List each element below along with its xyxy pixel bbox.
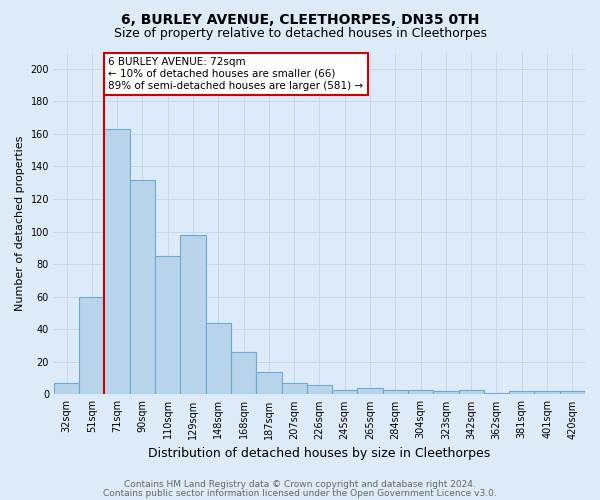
Bar [256,372,281,394]
Bar [54,383,79,394]
Bar [206,323,231,394]
Text: Contains HM Land Registry data © Crown copyright and database right 2024.: Contains HM Land Registry data © Crown c… [124,480,476,489]
Bar [484,393,509,394]
Bar [281,383,307,394]
Bar [433,391,458,394]
Bar [104,129,130,394]
Text: Size of property relative to detached houses in Cleethorpes: Size of property relative to detached ho… [113,28,487,40]
Bar [560,391,585,394]
Bar [231,352,256,395]
Bar [509,391,535,394]
Bar [181,235,206,394]
Bar [383,390,408,394]
Text: Contains public sector information licensed under the Open Government Licence v3: Contains public sector information licen… [103,488,497,498]
Text: 6 BURLEY AVENUE: 72sqm
← 10% of detached houses are smaller (66)
89% of semi-det: 6 BURLEY AVENUE: 72sqm ← 10% of detached… [108,58,364,90]
Bar [358,388,383,394]
Bar [535,391,560,394]
Bar [130,180,155,394]
X-axis label: Distribution of detached houses by size in Cleethorpes: Distribution of detached houses by size … [148,447,491,460]
Text: 6, BURLEY AVENUE, CLEETHORPES, DN35 0TH: 6, BURLEY AVENUE, CLEETHORPES, DN35 0TH [121,12,479,26]
Bar [458,390,484,394]
Bar [332,390,358,394]
Bar [307,384,332,394]
Y-axis label: Number of detached properties: Number of detached properties [15,136,25,311]
Bar [408,390,433,394]
Bar [155,256,181,394]
Bar [79,296,104,394]
